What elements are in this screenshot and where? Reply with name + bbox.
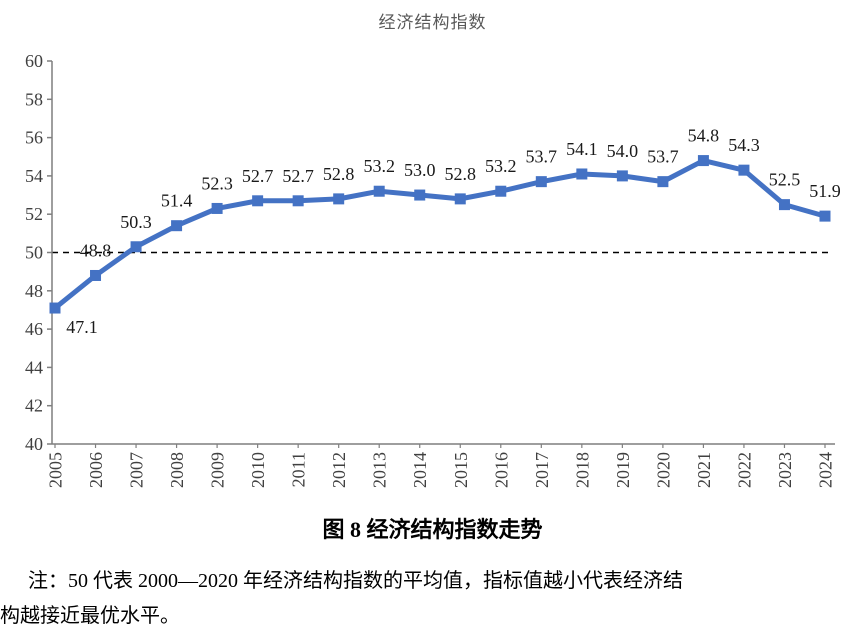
x-tick-label: 2008 — [167, 452, 187, 488]
y-tick-label: 60 — [25, 51, 43, 71]
y-tick-label: 50 — [25, 243, 43, 263]
x-tick-label: 2014 — [410, 452, 430, 488]
data-label: 51.4 — [161, 191, 193, 211]
x-tick-label: 2012 — [329, 452, 349, 488]
note-line-1: 注：50 代表 2000—2020 年经济结构指数的平均值，指标值越小代表经济结 — [28, 570, 683, 592]
data-point-marker — [130, 241, 142, 253]
figure-note: 注：50 代表 2000—2020 年经济结构指数的平均值，指标值越小代表经济结… — [0, 564, 862, 634]
data-label: 53.7 — [526, 147, 558, 167]
x-tick-label: 2007 — [127, 452, 147, 488]
data-point-marker — [697, 155, 709, 167]
data-label: 54.1 — [566, 139, 598, 159]
y-tick-label: 54 — [25, 166, 43, 186]
data-point-marker — [373, 185, 385, 197]
data-label: 54.0 — [607, 141, 639, 161]
data-point-marker — [535, 176, 547, 188]
line-chart: 40 42 44 46 48 50 52 54 56 58 60 2005 2006 2007 2008 20… — [25, 51, 841, 488]
figure-caption: 图 8 经济结构指数走势 — [322, 517, 543, 542]
data-point-marker — [333, 193, 345, 205]
y-tick-label: 56 — [25, 128, 43, 148]
note-line-2: 构越接近最优水平。 — [0, 605, 180, 627]
y-tick-label: 44 — [25, 357, 43, 377]
x-tick-label: 2019 — [613, 452, 633, 488]
y-tick-label: 52 — [25, 204, 43, 224]
x-tick-label: 2010 — [248, 452, 268, 488]
y-tick-label: 40 — [25, 434, 43, 454]
data-point-marker — [90, 269, 102, 281]
data-label: 48.8 — [80, 240, 112, 260]
y-tick-label: 58 — [25, 89, 43, 109]
data-point-marker — [292, 195, 304, 207]
data-point-marker — [454, 193, 466, 205]
data-label: 52.7 — [242, 166, 274, 186]
x-tick-label: 2017 — [532, 452, 552, 488]
data-line — [53, 158, 826, 310]
x-tick-label: 2015 — [451, 452, 471, 488]
data-point-marker — [252, 195, 264, 207]
data-point-marker — [616, 170, 628, 182]
data-label: 52.3 — [201, 173, 233, 193]
x-tick-label: 2024 — [815, 452, 835, 488]
data-label: 50.3 — [120, 212, 152, 232]
data-label: 51.9 — [809, 181, 841, 201]
data-point-marker — [211, 202, 223, 214]
data-point-marker — [495, 185, 507, 197]
data-label: 47.1 — [66, 317, 98, 337]
data-point-marker — [414, 189, 426, 201]
data-point-marker — [657, 176, 669, 188]
data-point-marker — [819, 210, 831, 222]
chart-title: 经济结构指数 — [378, 13, 487, 32]
x-tick-label: 2005 — [46, 452, 66, 488]
x-tick-label: 2011 — [289, 452, 309, 487]
x-tick-label: 2009 — [208, 452, 228, 488]
y-tick-label: 42 — [25, 396, 43, 416]
x-tick-label: 2023 — [775, 452, 795, 488]
data-point-marker — [171, 220, 183, 232]
y-tick-label: 48 — [25, 281, 43, 301]
x-tick-label: 2020 — [653, 452, 673, 488]
data-point-marker — [49, 302, 61, 314]
x-tick-label: 2013 — [370, 452, 390, 488]
x-tick-label: 2021 — [694, 452, 714, 488]
data-point-marker — [778, 199, 790, 211]
data-label: 52.7 — [282, 166, 314, 186]
data-label: 53.2 — [485, 156, 517, 176]
x-tick-label: 2016 — [491, 452, 511, 488]
x-tick-label: 2022 — [734, 452, 754, 488]
data-label: 54.8 — [688, 126, 720, 146]
data-point-marker — [738, 164, 750, 176]
data-label: 53.2 — [363, 156, 395, 176]
data-label: 52.8 — [323, 164, 355, 184]
data-label: 53.7 — [647, 147, 679, 167]
x-tick-label: 2018 — [572, 452, 592, 488]
data-label: 53.0 — [404, 160, 436, 180]
data-label: 52.5 — [769, 170, 801, 190]
data-label: 54.3 — [728, 135, 760, 155]
y-tick-label: 46 — [25, 319, 43, 339]
x-tick-label: 2006 — [86, 452, 106, 488]
data-point-marker — [576, 168, 588, 180]
data-label: 52.8 — [445, 164, 477, 184]
